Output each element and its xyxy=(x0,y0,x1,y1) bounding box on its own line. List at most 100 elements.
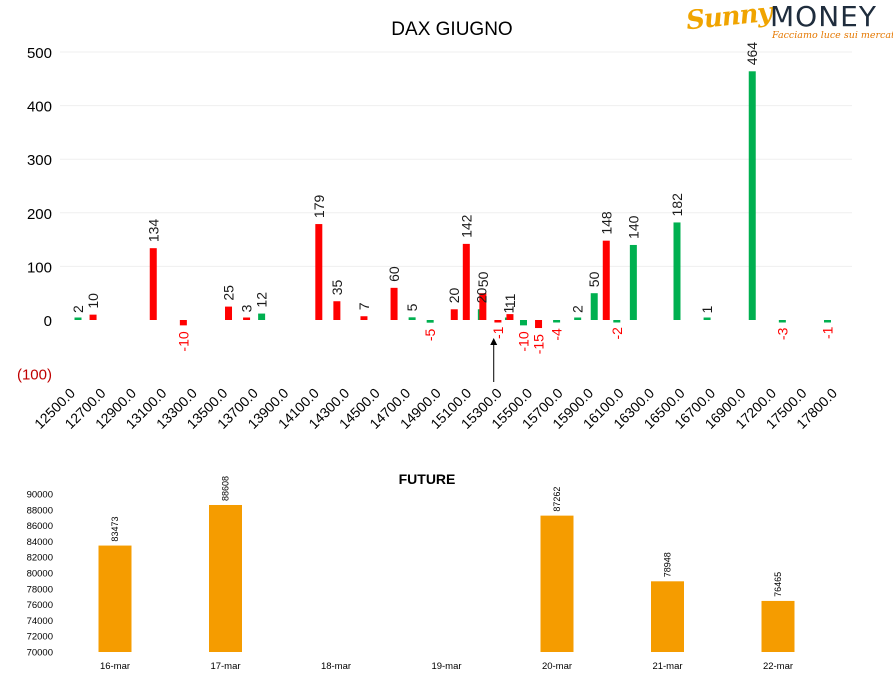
data-label: 179 xyxy=(311,194,327,218)
x-tick-label: 18-mar xyxy=(321,661,351,672)
bars xyxy=(74,71,831,329)
y-tick-label: 88000 xyxy=(27,505,53,516)
bar xyxy=(333,301,341,320)
data-label: 142 xyxy=(458,214,474,238)
y-tick-label: 200 xyxy=(27,206,52,223)
bar xyxy=(519,320,527,326)
bar xyxy=(553,320,561,323)
y-axis-ticks: 70000 72000 74000 76000 78000 80000 82000 84000… xyxy=(27,490,53,659)
data-label: 20 xyxy=(473,287,489,303)
data-label: 3 xyxy=(239,304,255,312)
bar xyxy=(462,243,470,320)
bar xyxy=(408,317,416,320)
bar xyxy=(149,248,157,320)
bar xyxy=(74,317,82,320)
y-tick-label: 80000 xyxy=(27,569,53,580)
y-tick-label: 500 xyxy=(27,45,52,62)
annotations xyxy=(490,338,498,382)
bar xyxy=(494,320,502,323)
y-tick-label: 100 xyxy=(27,259,52,276)
bar xyxy=(315,224,323,320)
bar xyxy=(590,293,598,320)
data-label: -1 xyxy=(820,326,836,339)
bar xyxy=(209,504,242,652)
data-label: -4 xyxy=(549,328,565,341)
chart-title: FUTURE xyxy=(399,471,456,487)
bar xyxy=(479,293,487,320)
data-label: -15 xyxy=(531,334,547,354)
data-label: 148 xyxy=(598,211,614,235)
y-tick-label: 72000 xyxy=(27,632,53,643)
gridlines xyxy=(60,51,852,267)
data-label: -10 xyxy=(515,331,531,351)
y-tick-label: 90000 xyxy=(27,490,53,501)
bar xyxy=(613,320,621,323)
bar xyxy=(602,240,610,320)
y-tick-label: 74000 xyxy=(27,616,53,627)
data-label: 87262 xyxy=(552,487,562,512)
bar xyxy=(673,222,681,320)
data-label: -1 xyxy=(490,326,506,339)
data-label: -5 xyxy=(422,328,438,341)
data-label: 2 xyxy=(570,305,586,313)
logo-main-text: MONEY xyxy=(770,0,877,33)
y-tick-label: 70000 xyxy=(27,648,53,659)
data-label: 60 xyxy=(386,266,402,282)
data-label: 10 xyxy=(85,293,101,309)
data-labels: 83473 88608 87262 78948 76465 xyxy=(110,476,783,597)
data-label: 25 xyxy=(221,285,237,301)
data-label: 1 xyxy=(699,305,715,313)
arrow-head xyxy=(490,338,498,345)
y-tick-label: 78000 xyxy=(27,584,53,595)
bar xyxy=(243,317,251,320)
bar xyxy=(778,320,786,323)
y-tick-label: 84000 xyxy=(27,537,53,548)
bar xyxy=(506,314,514,320)
x-axis-ticks: 12500.012700.012900.013100.013300.013500… xyxy=(31,385,840,432)
data-label: -3 xyxy=(774,327,790,340)
x-tick-label: 19-mar xyxy=(431,661,461,672)
bar xyxy=(426,320,434,323)
y-tick-label: 86000 xyxy=(27,521,53,532)
bar xyxy=(574,317,582,320)
data-label: 1 xyxy=(500,305,516,313)
bar xyxy=(748,71,756,321)
data-label: 11 xyxy=(502,293,518,308)
bar xyxy=(390,287,398,320)
data-label: 20 xyxy=(446,287,462,303)
bar xyxy=(179,320,187,326)
bar xyxy=(761,600,795,652)
x-tick-label: 20-mar xyxy=(542,661,572,672)
data-label: 78948 xyxy=(663,552,673,577)
y-tick-label: 76000 xyxy=(27,600,53,611)
logo-tagline: Facciamo luce sui mercati xyxy=(772,30,893,41)
x-tick-label: 17-mar xyxy=(210,661,240,672)
y-tick-label: 82000 xyxy=(27,553,53,564)
data-label: 50 xyxy=(586,271,602,287)
data-label: 464 xyxy=(744,42,760,66)
data-label: 12 xyxy=(254,292,270,308)
bar xyxy=(629,244,637,320)
data-label: 140 xyxy=(625,215,641,239)
bar xyxy=(535,320,543,329)
x-tick-label: 21-mar xyxy=(652,661,682,672)
data-label: 182 xyxy=(669,193,685,217)
data-label: 50 xyxy=(475,271,491,287)
bar xyxy=(651,581,684,652)
data-label: 2 xyxy=(70,305,86,313)
y-tick-label: 300 xyxy=(27,152,52,169)
data-label: -2 xyxy=(609,327,625,340)
bars xyxy=(98,504,795,652)
y-tick-label: (100) xyxy=(17,367,52,384)
data-label: 134 xyxy=(145,219,161,243)
data-label: 5 xyxy=(404,303,420,311)
data-label: 7 xyxy=(356,302,372,310)
bar xyxy=(225,306,233,320)
bar xyxy=(703,317,711,320)
x-axis-ticks: 16-mar 17-mar 18-mar 19-mar 20-mar 21-mar 22-m… xyxy=(100,661,793,672)
y-tick-label: 400 xyxy=(27,99,52,116)
future-chart: FUTURE 70000 72000 74000 76000 78000 80000 820… xyxy=(27,471,795,672)
bar xyxy=(450,309,458,320)
data-label: 88608 xyxy=(221,476,231,501)
